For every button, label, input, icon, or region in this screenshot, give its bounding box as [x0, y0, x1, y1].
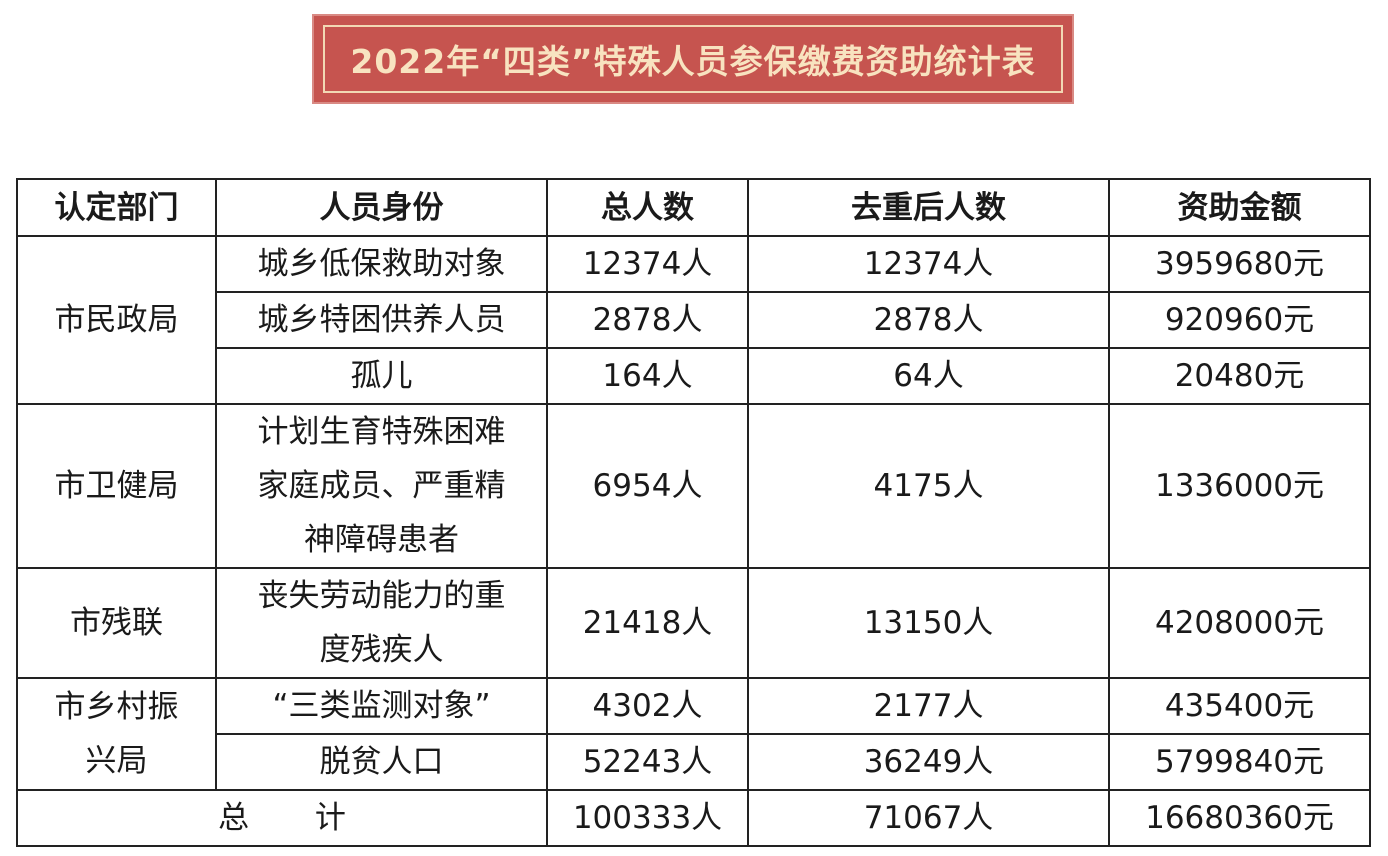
amount-cell: 20480元: [1108, 347, 1371, 405]
total-cell: 21418人: [546, 567, 749, 679]
total-cell: 164人: [546, 347, 749, 405]
amount-cell: 3959680元: [1108, 235, 1371, 293]
identity-cell: 孤儿: [215, 347, 548, 405]
header-department: 认定部门: [16, 178, 217, 237]
summary-total: 100333人: [546, 789, 749, 847]
table-row: 城乡特困供养人员 2878人 2878人 920960元: [17, 291, 1371, 349]
dedup-cell: 2177人: [747, 677, 1110, 735]
department-cell: 市卫健局: [16, 403, 217, 569]
department-cell: 市乡村振 兴局: [16, 677, 217, 791]
identity-cell: “三类监测对象”: [215, 677, 548, 735]
identity-line: 神障碍患者: [304, 522, 459, 558]
identity-cell: 脱贫人口: [215, 733, 548, 791]
identity-cell: 城乡低保救助对象: [215, 235, 548, 293]
department-cell: 市残联: [16, 567, 217, 679]
header-identity: 人员身份: [215, 178, 548, 237]
identity-line: 计划生育特殊困难: [257, 414, 506, 450]
summary-amount: 16680360元: [1108, 789, 1371, 847]
dedup-cell: 64人: [747, 347, 1110, 405]
amount-cell: 4208000元: [1108, 567, 1371, 679]
amount-cell: 435400元: [1108, 677, 1371, 735]
table-row: 市民政局 城乡低保救助对象 12374人 12374人 3959680元: [16, 235, 1371, 405]
statistics-table: 认定部门 人员身份 总人数 去重后人数 资助金额 市民政局 城乡低保救助对象 1…: [16, 178, 1371, 847]
title-inner-frame: 2022年“四类”特殊人员参保缴费资助统计表: [323, 25, 1063, 93]
dedup-cell: 36249人: [747, 733, 1110, 791]
identity-cell: 丧失劳动能力的重 度残疾人: [215, 567, 548, 679]
total-cell: 12374人: [546, 235, 749, 293]
dedup-cell: 12374人: [747, 235, 1110, 293]
header-amount: 资助金额: [1108, 178, 1371, 237]
total-cell: 4302人: [546, 677, 749, 735]
header-dedup: 去重后人数: [747, 178, 1110, 237]
table-row: 市卫健局 计划生育特殊困难 家庭成员、严重精 神障碍患者 6954人 4175人…: [16, 403, 1371, 569]
identity-line: 家庭成员、严重精: [257, 468, 506, 504]
total-cell: 52243人: [546, 733, 749, 791]
amount-cell: 1336000元: [1108, 403, 1371, 569]
summary-label: 总 计: [16, 789, 548, 847]
amount-cell: 920960元: [1108, 291, 1371, 349]
dedup-cell: 4175人: [747, 403, 1110, 569]
summary-dedup: 71067人: [747, 789, 1110, 847]
dedup-cell: 13150人: [747, 567, 1110, 679]
total-cell: 2878人: [546, 291, 749, 349]
department-line: 市乡村振: [54, 689, 179, 725]
header-total: 总人数: [546, 178, 749, 237]
identity-cell: 计划生育特殊困难 家庭成员、严重精 神障碍患者: [215, 403, 548, 569]
title-banner: 2022年“四类”特殊人员参保缴费资助统计表: [312, 14, 1074, 104]
amount-cell: 5799840元: [1108, 733, 1371, 791]
table-row: 脱贫人口 52243人 36249人 5799840元: [17, 733, 1371, 791]
table-row: 孤儿 164人 64人 20480元: [17, 347, 1371, 405]
summary-row: 总 计 100333人 71067人 16680360元: [16, 789, 1371, 847]
table-row: 市乡村振 兴局 “三类监测对象” 4302人 2177人 435400元: [16, 677, 1371, 791]
table-row: 市残联 丧失劳动能力的重 度残疾人 21418人 13150人 4208000元: [16, 567, 1371, 679]
department-cell: 市民政局: [16, 235, 217, 405]
header-row: 认定部门 人员身份 总人数 去重后人数 资助金额: [16, 178, 1371, 237]
identity-line: 度残疾人: [319, 632, 444, 668]
department-line: 兴局: [85, 743, 148, 779]
page-title: 2022年“四类”特殊人员参保缴费资助统计表: [350, 42, 1036, 81]
total-cell: 6954人: [546, 403, 749, 569]
identity-line: 丧失劳动能力的重: [257, 578, 506, 614]
dedup-cell: 2878人: [747, 291, 1110, 349]
identity-cell: 城乡特困供养人员: [215, 291, 548, 349]
